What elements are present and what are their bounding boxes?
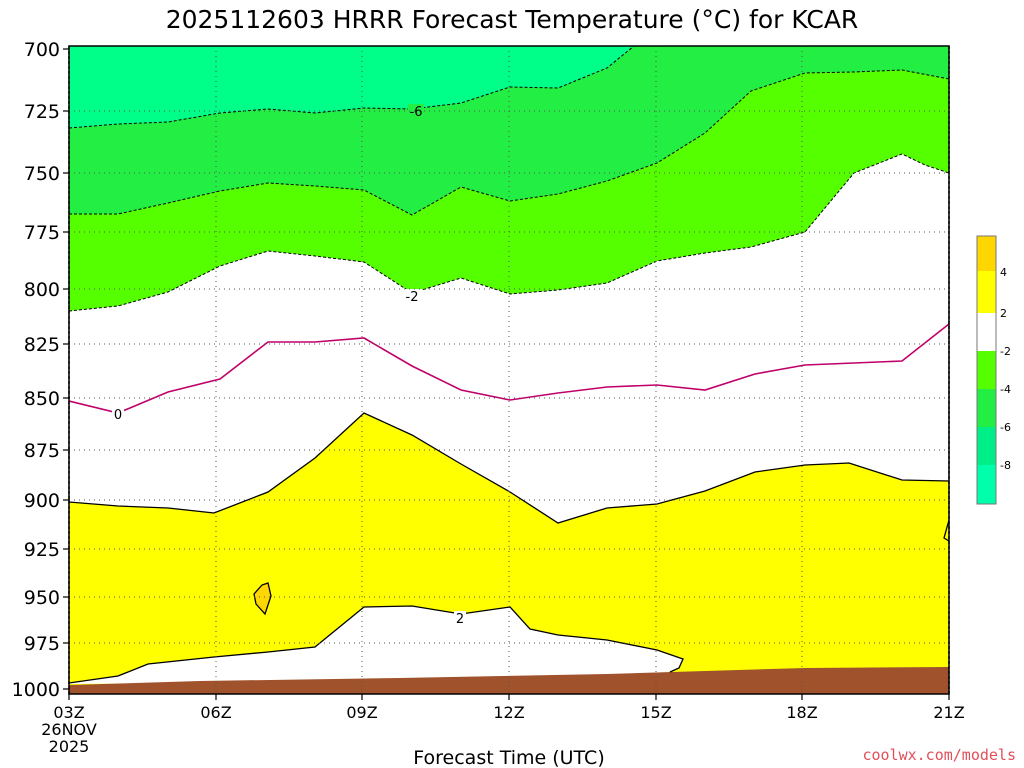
x-tick-label: 15Z — [640, 703, 671, 722]
x-axis-title: Forecast Time (UTC) — [413, 747, 604, 768]
contour-0 — [69, 323, 949, 414]
colorbar: 4 2 -2 -4 -6 -8 — [976, 235, 1011, 505]
fill-lower-pocket — [69, 606, 683, 684]
y-tick-label: 700 — [24, 39, 60, 61]
colorbar-label: 2 — [1000, 307, 1007, 320]
y-tick-label: 950 — [24, 587, 60, 609]
contour-2-upper — [69, 412, 949, 524]
y-tick-label: 850 — [24, 388, 60, 410]
contour-minus2 — [69, 153, 949, 312]
contour-label: -6 — [410, 105, 423, 120]
colorbar-swatch — [977, 313, 996, 351]
fill-warm-pocket — [253, 582, 272, 616]
contour-label: -2 — [406, 290, 419, 305]
y-tick-label: 900 — [24, 490, 60, 512]
colorbar-label: 4 — [1000, 266, 1007, 279]
colorbar-swatch — [977, 236, 996, 271]
y-tick-label: 875 — [24, 440, 60, 462]
colorbar-swatch — [977, 465, 996, 504]
x-axis: 03Z 26NOV 2025 06Z 09Z 12Z 15Z 18Z 21Z F… — [41, 694, 965, 768]
chart-title: 2025112603 HRRR Forecast Temperature (°C… — [166, 5, 859, 34]
y-tick-label: 825 — [24, 334, 60, 356]
x-tick-label: 06Z — [200, 703, 231, 722]
y-axis: 700 725 750 775 800 825 850 875 900 925 … — [12, 39, 69, 701]
y-tick-label: 925 — [24, 539, 60, 561]
x-tick-label: 09Z — [346, 703, 377, 722]
colorbar-label: -4 — [1000, 383, 1011, 396]
contour-2-edge — [943, 519, 949, 542]
x-start-label: 03Z — [53, 703, 84, 722]
y-tick-label: 800 — [24, 279, 60, 301]
plot-area: -6 -2 0 2 — [69, 46, 949, 694]
y-tick-label: 1000 — [12, 679, 60, 701]
x-tick-label: 21Z — [933, 703, 964, 722]
colorbar-label: -2 — [1000, 345, 1011, 358]
colorbar-swatch — [977, 271, 996, 313]
y-tick-label: 725 — [24, 101, 60, 123]
y-tick-label: 975 — [24, 633, 60, 655]
colorbar-swatch — [977, 351, 996, 389]
contour-labels: -6 -2 0 2 — [112, 104, 466, 627]
y-tick-label: 775 — [24, 222, 60, 244]
x-tick-label: 18Z — [786, 703, 817, 722]
colorbar-swatch — [977, 427, 996, 465]
colorbar-label: -8 — [1000, 459, 1011, 472]
credit-text: coolwx.com/models — [862, 746, 1016, 764]
grid — [69, 46, 949, 694]
contour-label: 2 — [456, 612, 464, 627]
fill-below-minus6 — [69, 46, 634, 128]
terrain — [69, 667, 949, 694]
colorbar-label: -6 — [1000, 421, 1011, 434]
x-start-year: 2025 — [49, 737, 90, 756]
y-tick-label: 750 — [24, 163, 60, 185]
fill-above-2 — [69, 413, 949, 694]
x-start-date: 26NOV — [41, 720, 97, 739]
contour-label: 0 — [114, 408, 122, 423]
contour-minus6 — [69, 46, 635, 129]
x-tick-label: 12Z — [493, 703, 524, 722]
colorbar-swatch — [977, 389, 996, 427]
